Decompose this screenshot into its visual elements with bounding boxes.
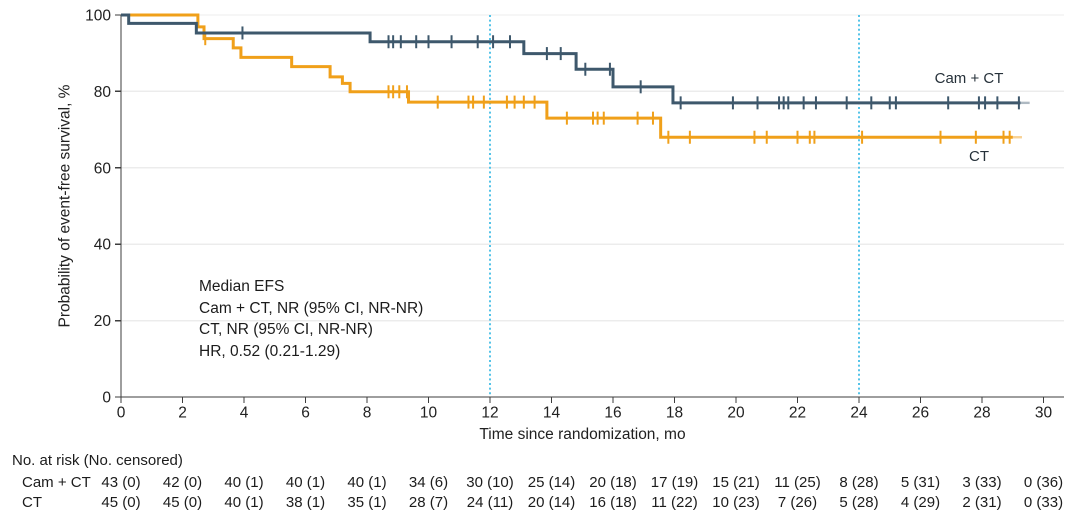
risk-cell-ct-m10: 28 (7) <box>408 494 449 511</box>
x-tick-label: 6 <box>301 405 310 422</box>
risk-cell-ct-m18: 11 (22) <box>651 494 698 511</box>
risk-cell-cam-ct-m14: 25 (14) <box>527 474 576 491</box>
annotation-line-median: Median EFS <box>199 278 285 295</box>
annotation-line-hr: HR, 0.52 (0.21-1.29) <box>199 342 341 360</box>
risk-cell-ct-m8: 35 (1) <box>347 494 387 511</box>
risk-row-label-cam-ct: Cam + CT <box>22 474 91 491</box>
x-tick-label: 22 <box>789 405 806 422</box>
x-tick-label: 14 <box>543 405 561 422</box>
risk-cell-ct-m16: 16 (18) <box>589 494 637 511</box>
x-tick-label: 4 <box>240 405 249 422</box>
y-tick-label: 60 <box>94 160 112 177</box>
risk-cell-cam-ct-m0: 43 (0) <box>101 474 141 491</box>
x-tick-label: 26 <box>912 405 929 422</box>
x-tick-label: 28 <box>973 405 990 422</box>
risk-cell-ct-m28: 2 (31) <box>962 494 1002 511</box>
risk-cell-cam-ct-m16: 20 (18) <box>589 474 637 491</box>
risk-row-label-ct: CT <box>22 494 42 511</box>
risk-cell-cam-ct-m6: 40 (1) <box>285 474 326 491</box>
risk-cell-cam-ct-m8: 40 (1) <box>347 474 387 491</box>
risk-cell-ct-m0: 45 (0) <box>101 494 141 511</box>
risk-cell-cam-ct-m10: 34 (6) <box>408 474 449 491</box>
x-tick-label: 16 <box>604 405 621 422</box>
x-tick-label: 24 <box>850 405 868 422</box>
x-tick-label: 10 <box>420 405 438 422</box>
y-tick-label: 40 <box>94 237 112 254</box>
y-tick-label: 80 <box>94 84 112 101</box>
y-axis-title: Probability of event-free survival, % <box>56 84 73 328</box>
x-tick-label: 12 <box>481 405 498 422</box>
risk-cell-ct-m4: 40 (1) <box>224 494 264 511</box>
annotation-line-cam-ct: Cam + CT, NR (95% CI, NR-NR) <box>199 299 424 317</box>
risk-cell-cam-ct-m30: 0 (36) <box>1023 474 1064 491</box>
km-curve-cam-ct <box>121 13 1021 105</box>
risk-cell-ct-m6: 38 (1) <box>285 494 326 511</box>
risk-cell-cam-ct-m2: 42 (0) <box>162 474 203 491</box>
x-axis-title: Time since randomization, mo <box>479 426 686 443</box>
risk-cell-cam-ct-m20: 15 (21) <box>712 474 760 491</box>
y-tick-label: 20 <box>94 313 112 330</box>
risk-cell-ct-m22: 7 (26) <box>777 494 818 511</box>
risk-table-header: No. at risk (No. censored) <box>12 452 183 469</box>
x-tick-label: 18 <box>666 405 683 422</box>
x-tick-label: 30 <box>1035 405 1053 422</box>
y-tick-label: 0 <box>102 390 111 407</box>
series-label-ct: CT <box>969 148 989 165</box>
y-axis-title-wrap: Probability of event-free survival, % <box>55 15 75 397</box>
risk-cell-cam-ct-m12: 30 (10) <box>466 474 514 491</box>
risk-cell-ct-m30: 0 (33) <box>1023 494 1064 511</box>
x-tick-label: 0 <box>117 405 126 422</box>
risk-cell-ct-m24: 5 (28) <box>839 494 879 511</box>
y-tick-label: 100 <box>85 8 111 25</box>
risk-cell-ct-m20: 10 (23) <box>712 494 760 511</box>
risk-cell-cam-ct-m22: 11 (25) <box>774 474 821 491</box>
risk-cell-cam-ct-m26: 5 (31) <box>900 474 941 491</box>
risk-cell-cam-ct-m4: 40 (1) <box>224 474 264 491</box>
risk-cell-cam-ct-m24: 8 (28) <box>839 474 879 491</box>
km-curve-ct <box>121 13 1013 139</box>
risk-cell-cam-ct-m28: 3 (33) <box>962 474 1002 491</box>
median-efs-annotation: Median EFS Cam + CT, NR (95% CI, NR-NR) … <box>199 276 423 362</box>
risk-cell-ct-m14: 20 (14) <box>527 494 576 511</box>
risk-cell-ct-m26: 4 (29) <box>900 494 941 511</box>
x-tick-label: 8 <box>363 405 372 422</box>
risk-cell-ct-m12: 24 (11) <box>466 494 514 511</box>
risk-cell-cam-ct-m18: 17 (19) <box>650 474 699 491</box>
x-tick-label: 20 <box>727 405 745 422</box>
series-label-cam-ct: Cam + CT <box>934 70 1004 87</box>
x-tick-label: 2 <box>178 405 187 422</box>
annotation-line-ct: CT, NR (95% CI, NR-NR) <box>199 321 373 339</box>
risk-cell-ct-m2: 45 (0) <box>162 494 203 511</box>
